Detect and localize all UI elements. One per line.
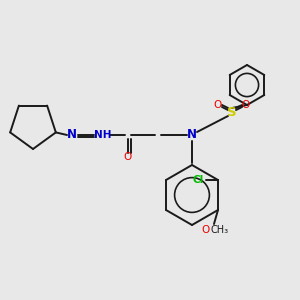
Text: Cl: Cl (192, 175, 204, 185)
Text: O: O (202, 225, 210, 235)
Text: NH: NH (94, 130, 112, 140)
Text: N: N (187, 128, 197, 142)
Text: S: S (227, 106, 237, 119)
Text: O: O (124, 152, 132, 162)
Text: O: O (242, 100, 250, 110)
Text: O: O (214, 100, 222, 110)
Text: CH₃: CH₃ (211, 225, 229, 235)
Text: N: N (67, 128, 77, 142)
